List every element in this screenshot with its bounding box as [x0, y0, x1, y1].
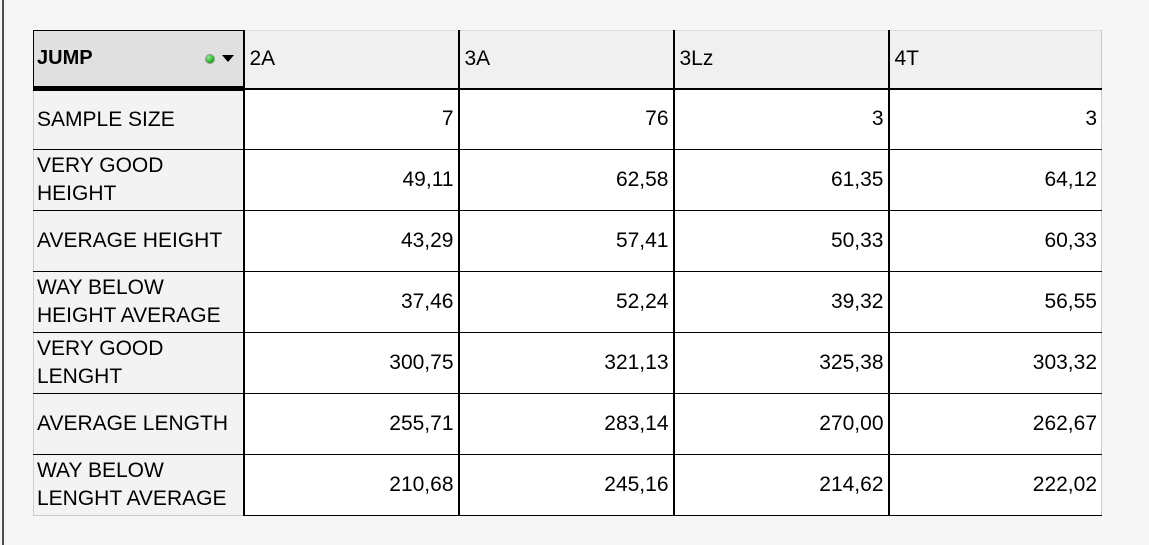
data-cell[interactable]: 210,68: [243, 454, 460, 516]
data-cell[interactable]: 56,55: [888, 271, 1102, 333]
row-label-cell[interactable]: VERY GOOD LENGHT: [33, 332, 245, 394]
data-cell[interactable]: 270,00: [673, 393, 890, 455]
data-cell[interactable]: 52,24: [458, 271, 675, 333]
row-label-cell[interactable]: WAY BELOW HEIGHT AVERAGE: [33, 271, 245, 333]
data-cell[interactable]: 321,13: [458, 332, 675, 394]
data-cell[interactable]: 76: [458, 88, 675, 150]
data-cell[interactable]: 245,16: [458, 454, 675, 516]
data-cell[interactable]: 3: [673, 88, 890, 150]
table-row: VERY GOOD LENGHT 300,75 321,13 325,38 30…: [33, 332, 1102, 394]
data-cell[interactable]: 222,02: [888, 454, 1102, 516]
table-row: AVERAGE HEIGHT 43,29 57,41 50,33 60,33: [33, 210, 1102, 272]
data-cell[interactable]: 255,71: [243, 393, 460, 455]
jump-field-button-content: JUMP: [34, 47, 243, 70]
filter-active-dot-icon: [205, 54, 214, 63]
jump-field-label: JUMP: [37, 47, 93, 69]
data-cell[interactable]: 43,29: [243, 210, 460, 272]
data-cell[interactable]: 283,14: [458, 393, 675, 455]
row-label-cell[interactable]: SAMPLE SIZE: [33, 88, 245, 150]
column-header-3a[interactable]: 3A: [458, 30, 675, 90]
data-cell[interactable]: 50,33: [673, 210, 890, 272]
data-cell[interactable]: 300,75: [243, 332, 460, 394]
table-row: WAY BELOW LENGHT AVERAGE 210,68 245,16 2…: [33, 454, 1102, 516]
column-header-2a[interactable]: 2A: [243, 30, 460, 90]
row-label-cell[interactable]: VERY GOOD HEIGHT: [33, 149, 245, 211]
data-cell[interactable]: 262,67: [888, 393, 1102, 455]
row-label-cell[interactable]: AVERAGE LENGTH: [33, 393, 245, 455]
jump-field-button[interactable]: JUMP: [33, 30, 245, 91]
pivot-table-container: JUMP 2A 3A 3Lz 4T SAMPLE SIZE 7 76 3 3 V…: [33, 30, 1102, 516]
row-label-cell[interactable]: AVERAGE HEIGHT: [33, 210, 245, 272]
window-left-border: [2, 0, 4, 545]
column-header-3lz[interactable]: 3Lz: [673, 30, 890, 90]
pivot-table: JUMP 2A 3A 3Lz 4T SAMPLE SIZE 7 76 3 3 V…: [33, 30, 1102, 516]
data-cell[interactable]: 60,33: [888, 210, 1102, 272]
table-row: VERY GOOD HEIGHT 49,11 62,58 61,35 64,12: [33, 149, 1102, 211]
table-row: SAMPLE SIZE 7 76 3 3: [33, 88, 1102, 150]
column-header-4t[interactable]: 4T: [888, 30, 1102, 90]
data-cell[interactable]: 64,12: [888, 149, 1102, 211]
data-cell[interactable]: 214,62: [673, 454, 890, 516]
row-label-cell[interactable]: WAY BELOW LENGHT AVERAGE: [33, 454, 245, 516]
data-cell[interactable]: 37,46: [243, 271, 460, 333]
data-cell[interactable]: 61,35: [673, 149, 890, 211]
data-cell[interactable]: 62,58: [458, 149, 675, 211]
data-cell[interactable]: 57,41: [458, 210, 675, 272]
data-cell[interactable]: 303,32: [888, 332, 1102, 394]
table-row: WAY BELOW HEIGHT AVERAGE 37,46 52,24 39,…: [33, 271, 1102, 333]
data-cell[interactable]: 49,11: [243, 149, 460, 211]
data-cell[interactable]: 39,32: [673, 271, 890, 333]
table-row: AVERAGE LENGTH 255,71 283,14 270,00 262,…: [33, 393, 1102, 455]
data-cell[interactable]: 3: [888, 88, 1102, 150]
dropdown-arrow-icon[interactable]: [221, 55, 234, 62]
pivot-header-row: JUMP 2A 3A 3Lz 4T: [33, 30, 1102, 91]
data-cell[interactable]: 325,38: [673, 332, 890, 394]
data-cell[interactable]: 7: [243, 88, 460, 150]
